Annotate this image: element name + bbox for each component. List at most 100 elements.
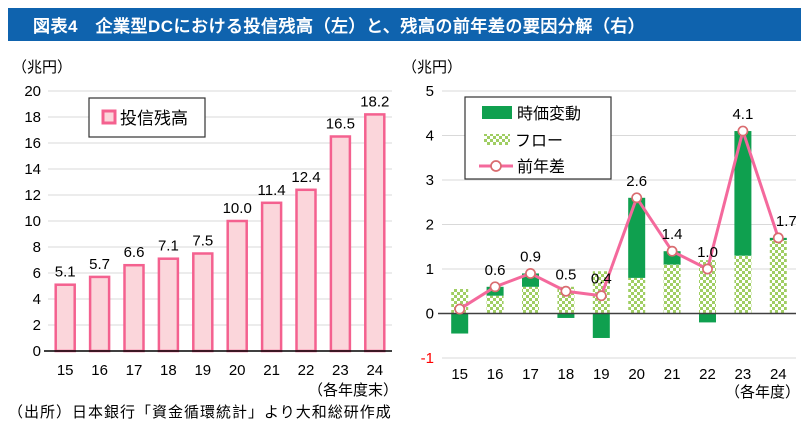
figure-title-bar: 図表4 企業型DCにおける投信残高（左）と、残高の前年差の要因分解（右）	[8, 8, 801, 41]
point-value-label: 0.4	[591, 271, 612, 288]
bar-value-label: 7.1	[158, 238, 179, 255]
y-axis-unit-label: （兆円）	[12, 59, 72, 76]
flow-bar-segment	[699, 260, 716, 314]
x-axis-note: （各年度末）	[308, 382, 398, 399]
x-tick-label: 20	[628, 366, 645, 383]
y-tick-label: 2	[426, 217, 434, 234]
y-axis-unit-label: （兆円）	[402, 59, 462, 76]
x-tick-label: 23	[332, 362, 349, 379]
market-change-bar-segment	[734, 131, 752, 256]
legend-label-flow: フロー	[515, 133, 563, 150]
y-tick-label: 18	[24, 109, 41, 126]
flow-bar-segment	[628, 277, 646, 314]
yoy-marker	[702, 263, 713, 275]
bar-value-label: 6.6	[124, 244, 145, 261]
figure-title: 図表4 企業型DCにおける投信残高（左）と、残高の前年差の要因分解（右）	[33, 17, 646, 36]
yoy-marker	[489, 281, 501, 293]
yoy-marker	[772, 232, 784, 244]
x-tick-label: 24	[770, 366, 787, 383]
balance-bar	[226, 219, 248, 353]
x-tick-label: 15	[451, 366, 468, 383]
y-tick-label: 2	[33, 317, 41, 334]
x-tick-label: 17	[522, 366, 539, 383]
market-change-bar-segment	[592, 313, 610, 338]
x-tick-label: 16	[91, 362, 108, 379]
legend-swatch-market-change	[482, 106, 512, 119]
y-tick-label: 6	[33, 265, 41, 282]
yoy-marker	[666, 245, 678, 257]
x-tick-label: 24	[366, 362, 383, 379]
y-tick-label: 0	[426, 306, 434, 323]
bar-value-label: 5.1	[55, 264, 76, 281]
legend-swatch-balance	[101, 109, 117, 125]
y-tick-label: 1	[426, 261, 434, 278]
market-change-bar-segment	[557, 313, 575, 318]
x-tick-label: 19	[593, 366, 610, 383]
market-change-bar-segment	[628, 197, 646, 278]
legend-label-balance: 投信残高	[120, 109, 188, 128]
bar-value-label: 18.2	[360, 93, 389, 110]
y-tick-label: 12	[24, 187, 41, 204]
y-tick-label: 10	[24, 213, 41, 230]
y-tick-label: 0	[33, 343, 41, 360]
y-tick-label: 3	[426, 172, 434, 189]
flow-bar-segment	[522, 286, 539, 314]
right-chart: （兆円） -1 0 1 2 3 4 5 15 16 17 18 19 20 21 22 23 24 0.6 0.9 0.…	[400, 55, 802, 405]
balance-bar	[88, 275, 111, 353]
x-tick-label: 22	[298, 362, 315, 379]
yoy-line	[458, 129, 780, 311]
balance-bar	[157, 257, 180, 353]
y-tick-label: 8	[33, 239, 41, 256]
left-chart-svg: （兆円）024681012141618205.1155.7166.6177.11…	[12, 59, 398, 399]
bar-value-label: 16.5	[326, 116, 355, 133]
x-tick-label: 22	[699, 366, 716, 383]
market-change-bar-segment	[451, 313, 469, 334]
balance-bar	[54, 283, 76, 353]
balance-bar	[192, 252, 214, 353]
x-tick-label: 16	[487, 366, 504, 383]
legend-label-market-change: 時価変動	[517, 105, 581, 123]
balance-bar	[295, 188, 317, 353]
x-tick-label: 17	[126, 362, 143, 379]
y-tick-label: 4	[33, 291, 41, 308]
balance-bar	[123, 263, 145, 353]
point-value-label: 4.1	[732, 106, 753, 123]
bar-value-label: 12.4	[291, 169, 320, 186]
balance-bar	[260, 201, 283, 353]
point-value-label: 1.7	[776, 213, 797, 230]
y-tick-label: 4	[426, 128, 434, 145]
y-tick-label: 20	[24, 83, 41, 100]
x-tick-label: 19	[194, 362, 211, 379]
legend-marker-yoy	[490, 160, 502, 172]
left-chart: （兆円） 0 2 4 6 8 10 12 14 16 18 20 5.1 15 5.7 16 6.6 17 7.1 1…	[8, 55, 400, 405]
legend-label-yoy: 前年差	[517, 158, 565, 176]
point-value-label: 1.4	[662, 226, 683, 243]
yoy-marker	[737, 125, 749, 137]
yoy-marker	[595, 290, 607, 302]
y-tick-label: -1	[421, 350, 434, 367]
yoy-marker	[525, 267, 536, 279]
x-axis-note: （各年度）	[725, 384, 800, 400]
legend-swatch-flow	[484, 134, 510, 145]
flow-bar-segment	[769, 240, 787, 314]
bar-value-label: 10.0	[223, 200, 252, 217]
yoy-marker	[454, 303, 466, 315]
balance-bar	[329, 135, 352, 353]
point-value-label: 1.0	[697, 244, 718, 261]
point-value-label: 0.6	[485, 262, 506, 279]
x-tick-label: 20	[229, 362, 246, 379]
y-tick-label: 14	[24, 161, 41, 178]
point-value-label: 0.9	[520, 248, 541, 265]
flow-bar-segment	[486, 295, 504, 314]
y-tick-label: 16	[24, 135, 41, 152]
bar-value-label: 11.4	[258, 182, 286, 199]
yoy-marker	[560, 285, 572, 297]
x-tick-label: 21	[664, 366, 681, 383]
market-change-bar-segment	[699, 313, 716, 323]
flow-bar-segment	[734, 255, 752, 314]
x-tick-label: 18	[558, 366, 575, 383]
y-tick-label: 5	[426, 83, 434, 100]
x-tick-label: 23	[735, 366, 752, 383]
balance-bar	[364, 113, 386, 353]
